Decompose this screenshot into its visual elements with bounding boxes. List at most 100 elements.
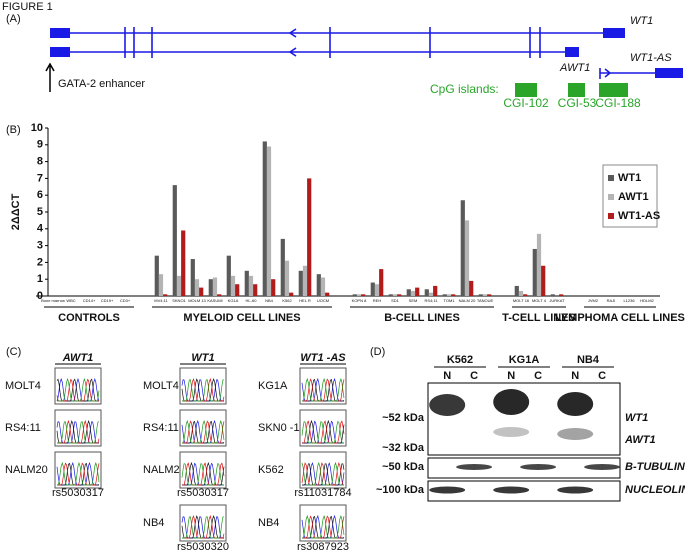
band xyxy=(429,394,466,416)
bar xyxy=(212,277,218,296)
legend-label: AWT1 xyxy=(618,191,649,203)
marker-label: ~32 kDa xyxy=(382,442,425,454)
trace xyxy=(302,514,345,539)
marker-label: ~100 kDa xyxy=(376,484,425,496)
x-tick-label: RAJI xyxy=(607,298,616,303)
bar xyxy=(370,282,375,296)
x-tick-label: KASUMI xyxy=(207,298,222,303)
y-tick-label: 7 xyxy=(37,172,43,184)
bar xyxy=(532,248,537,296)
band xyxy=(557,486,594,494)
bar xyxy=(194,279,200,296)
bar xyxy=(392,294,398,296)
x-tick-label: SKNO1 xyxy=(172,298,186,303)
sample-label: MOLT4 xyxy=(5,380,41,392)
bar xyxy=(316,274,321,296)
column-title: WT1 xyxy=(191,352,214,364)
y-tick-label: 9 xyxy=(37,139,43,151)
legend-swatch xyxy=(608,213,614,219)
panel-label: (A) xyxy=(6,13,21,25)
sample-label: NALM20 xyxy=(5,464,48,476)
panel-label: (D) xyxy=(370,346,385,358)
bar xyxy=(226,255,231,296)
sample-label: NALM20 xyxy=(143,464,186,476)
group-label: LYMPHOMA CELL LINES xyxy=(555,312,685,324)
x-tick-label: JVM2 xyxy=(588,298,599,303)
sample-label: NB4 xyxy=(143,517,164,529)
snp-label: rs3087923 xyxy=(297,541,349,552)
y-tick-label: 0 xyxy=(37,290,43,302)
bar xyxy=(433,285,438,296)
trace xyxy=(56,377,100,402)
group-label: MYELOID CELL LINES xyxy=(183,312,300,324)
group-label: T-CELL LINES xyxy=(502,312,576,324)
trace xyxy=(57,377,100,402)
x-tick-label: RS4;11 xyxy=(424,298,438,303)
bar xyxy=(415,287,420,296)
bar xyxy=(158,274,164,296)
legend-label: WT1-AS xyxy=(618,210,660,222)
snp-label: rs11031784 xyxy=(294,487,351,499)
y-axis-label: 2ΔΔCT xyxy=(10,193,22,230)
x-tick-label: HEL R xyxy=(299,298,311,303)
lane-label: KG1A xyxy=(509,354,540,366)
bar xyxy=(248,275,254,296)
bar xyxy=(536,233,542,296)
sample-label: SKN0 -1 xyxy=(258,422,300,434)
fraction-label: C xyxy=(534,370,542,382)
bar xyxy=(541,265,546,296)
cpg-title: CpG islands: xyxy=(430,82,499,96)
bar xyxy=(235,284,240,296)
chromatogram xyxy=(179,367,227,405)
trace xyxy=(301,421,344,444)
x-tick-label: MOLT 4 xyxy=(532,298,547,303)
x-tick-label: NALM 20 xyxy=(459,298,476,303)
x-tick-label: MV4;11 xyxy=(154,298,168,303)
trace xyxy=(302,463,345,486)
y-tick-label: 1 xyxy=(37,273,43,285)
x-tick-label: Bone marrow xyxy=(41,298,65,303)
bar xyxy=(469,280,474,296)
gene-map xyxy=(45,27,683,97)
gene-label: WT1-AS xyxy=(630,52,672,64)
legend-swatch xyxy=(608,175,614,181)
panel-label: (C) xyxy=(6,346,21,358)
bar xyxy=(374,284,380,296)
legend-label: WT1 xyxy=(618,172,641,184)
bar xyxy=(266,146,272,296)
bar xyxy=(514,285,519,296)
bar xyxy=(406,289,411,296)
cpg-label: CGI-53 xyxy=(558,96,597,110)
x-tick-label: TOM1 xyxy=(443,298,455,303)
trace xyxy=(302,377,345,402)
y-tick-label: 3 xyxy=(37,240,43,252)
bar xyxy=(280,238,285,296)
sample-label: RS4:11 xyxy=(143,422,179,434)
y-tick-label: 4 xyxy=(37,223,44,235)
bar xyxy=(361,294,366,296)
sample-label: RS4:11 xyxy=(5,422,41,434)
y-tick-label: 2 xyxy=(37,256,43,268)
sample-label: NB4 xyxy=(258,517,279,529)
trace xyxy=(57,421,100,444)
gene-label: WT1 xyxy=(630,15,653,27)
panel-label: (B) xyxy=(6,124,21,136)
bar xyxy=(424,289,429,296)
column-title: AWT1 xyxy=(62,352,94,364)
y-tick-label: 8 xyxy=(37,156,43,168)
group-label: CONTROLS xyxy=(58,312,120,324)
x-tick-label: KG1A xyxy=(228,298,239,303)
bar xyxy=(397,294,402,296)
trace xyxy=(57,461,100,486)
bar xyxy=(559,294,564,296)
x-tick-label: HL-60 xyxy=(246,298,258,303)
sample-label: KG1A xyxy=(258,380,288,392)
x-tick-label: WBC xyxy=(66,298,75,303)
bar xyxy=(172,185,177,296)
bar xyxy=(302,265,308,296)
bar xyxy=(442,294,447,296)
bar xyxy=(307,178,312,296)
sample-label: K562 xyxy=(258,464,284,476)
bar xyxy=(190,259,195,296)
bar xyxy=(199,287,204,296)
